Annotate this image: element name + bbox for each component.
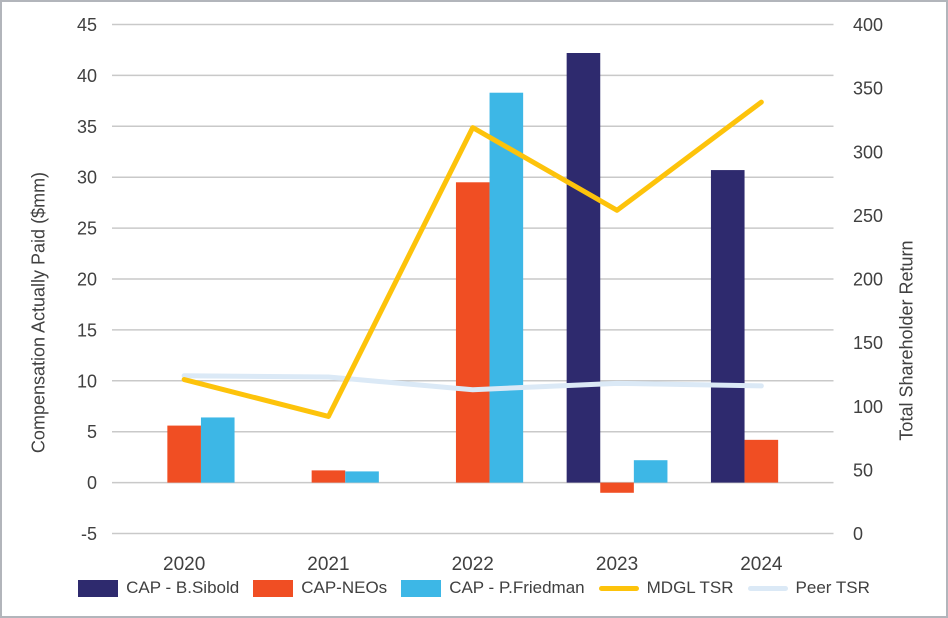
bar-CAP - B.Sibold-2023 xyxy=(566,53,601,483)
legend-swatch-cap-p-friedman-icon xyxy=(401,579,442,597)
bar-CAP - B.Sibold-2024 xyxy=(710,170,745,483)
x-axis-label: 2020 xyxy=(163,554,205,575)
line-MDGL TSR xyxy=(181,99,764,419)
left-axis-tick-label: 10 xyxy=(77,371,97,391)
legend-swatch-peer-tsr-icon xyxy=(747,585,788,591)
bar-CAP - P.Friedman-2020 xyxy=(200,417,235,483)
legend-item-cap-neos: CAP-NEOs xyxy=(253,578,387,598)
left-axis-tick-label: 0 xyxy=(87,473,97,493)
right-axis-tick-label: 400 xyxy=(853,15,883,35)
bar-CAP-NEOs-2024 xyxy=(744,439,779,483)
x-axis-label: 2022 xyxy=(452,554,494,575)
bar-CAP - P.Friedman-2022 xyxy=(489,92,524,483)
legend-label-peer-tsr: Peer TSR xyxy=(795,578,870,597)
bar-CAP - P.Friedman-2023 xyxy=(633,460,668,483)
right-axis-title: Total Shareholder Return xyxy=(896,240,917,441)
line-Peer TSR xyxy=(181,373,764,393)
left-axis-title: Compensation Actually Paid ($mm) xyxy=(28,171,49,454)
legend-item-cap-b-sibold: CAP - B.Sibold xyxy=(78,578,239,598)
left-axis-tick-label: -5 xyxy=(81,524,97,544)
left-axis-tick-label: 40 xyxy=(77,66,97,86)
legend-label-cap-b-sibold: CAP - B.Sibold xyxy=(126,578,240,597)
legend-label-cap-neos: CAP-NEOs xyxy=(301,578,388,597)
bar-CAP-NEOs-2023 xyxy=(600,482,634,493)
legend-label-mdgl-tsr: MDGL TSR xyxy=(646,578,734,597)
left-axis-tick-label: 30 xyxy=(77,168,97,188)
legend-item-cap-p-friedman: CAP - P.Friedman xyxy=(401,578,585,598)
left-axis-tick-label: 20 xyxy=(77,270,97,290)
x-axis-label: 2024 xyxy=(740,554,783,575)
left-axis-tick-label: 25 xyxy=(77,219,97,239)
left-axis-tick-label: 15 xyxy=(77,320,97,340)
right-axis-tick-label: 200 xyxy=(853,270,883,290)
left-axis-tick-label: 35 xyxy=(77,117,97,137)
legend: CAP - B.Sibold CAP-NEOs CAP - P.Friedman… xyxy=(2,578,946,598)
right-axis-tick-label: 50 xyxy=(853,460,873,480)
legend-label-cap-p-friedman: CAP - P.Friedman xyxy=(449,578,585,597)
right-axis-tick-label: 300 xyxy=(853,142,883,162)
legend-item-peer-tsr: Peer TSR xyxy=(747,578,870,598)
right-axis-tick-label: 0 xyxy=(853,524,863,544)
left-axis-tick-label: 45 xyxy=(77,15,97,35)
right-axis-tick-label: 100 xyxy=(853,397,883,417)
x-axis-label: 2023 xyxy=(596,554,638,575)
right-axis-tick-label: 350 xyxy=(853,79,883,99)
legend-item-mdgl-tsr: MDGL TSR xyxy=(598,578,734,598)
right-axis-tick-label: 150 xyxy=(853,333,883,353)
legend-swatch-cap-neos-icon xyxy=(253,579,294,597)
bar-CAP-NEOs-2020 xyxy=(167,425,201,483)
bar-CAP-NEOs-2021 xyxy=(311,470,346,483)
legend-swatch-mdgl-tsr-icon xyxy=(598,585,639,591)
x-axis-label: 2021 xyxy=(307,554,349,575)
bar-CAP-NEOs-2022 xyxy=(455,182,490,483)
bar-CAP - P.Friedman-2021 xyxy=(345,471,379,483)
legend-swatch-cap-b-sibold-icon xyxy=(78,579,119,597)
left-axis-tick-label: 5 xyxy=(87,422,97,442)
right-axis-tick-label: 250 xyxy=(853,206,883,226)
